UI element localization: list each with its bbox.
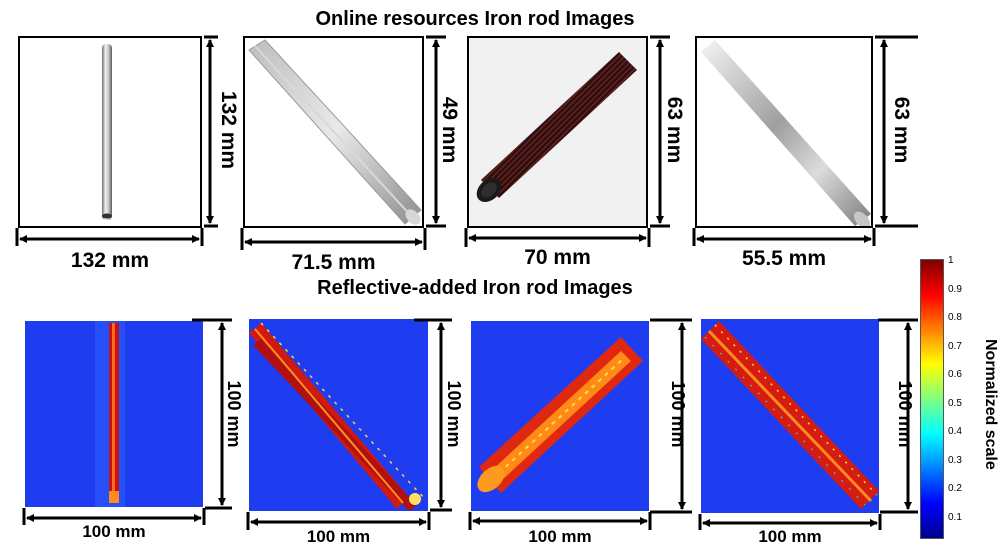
colorbar-tick-label: 0.8 [948,312,962,323]
colorbar-tick-label: 1 [948,255,954,266]
brushed-rod-drawing [248,39,422,225]
top-1-height-label: 132 mm [217,90,240,170]
rod-photo-2 [243,36,424,228]
thermal-image-2 [249,319,428,511]
bottom-3-height-label: 100 mm [668,380,688,448]
colorbar [920,259,944,539]
rod-photo-4 [695,36,873,228]
top-section-title: Online resources Iron rod Images [315,8,635,30]
thermal-image-1 [25,321,203,507]
colorbar-title: Normalized scale [982,339,999,470]
top-3-width-label: 70 mm [524,246,591,269]
bottom-1-width-label: 100 mm [82,522,146,541]
thermal-image-3 [471,321,649,511]
thermal-diagonal-rod [701,319,879,513]
colorbar-tick-label: 0.6 [948,369,962,380]
thermal-image-4 [701,319,879,513]
top-2-width-label: 71.5 mm [291,251,376,274]
bottom-3-width-label: 100 mm [528,527,592,546]
colorbar-tick-label: 0.3 [948,454,962,466]
vertical-rod-drawing [102,44,112,220]
top-4-width-label: 55.5 mm [741,247,827,270]
colorbar-tick-label: 0.7 [948,340,962,352]
bottom-4-height-label: 100 mm [895,380,915,448]
top-3-height-label: 63 mm [663,96,686,164]
top-4-height-label: 63 mm [890,96,913,164]
thermal-thick-rod [471,321,649,511]
colorbar-tick-label: 0.5 [948,397,962,409]
bottom-2-width-label: 100 mm [306,527,371,546]
rod-photo-1 [18,36,202,228]
rod-photo-3 [467,36,648,228]
colorbar-tick-label: 0.1 [948,511,962,523]
thermal-vertical-rod [25,321,203,507]
thermal-double-rod [249,319,428,511]
colorbar-tick-label: 0.9 [948,283,962,295]
bottom-section-title: Reflective-added Iron rod Images [317,277,633,299]
bottom-1-height-label: 100 mm [224,380,244,448]
colorbar-tick-label: 0.4 [948,426,962,437]
bottom-2-height-label: 100 mm [444,380,464,448]
top-1-width-label: 132 mm [70,249,150,272]
polished-rod-drawing [701,40,871,226]
threaded-rod-drawing [476,52,637,203]
colorbar-tick-label: 0.2 [948,483,962,494]
bottom-4-width-label: 100 mm [758,527,822,546]
top-2-height-label: 49 mm [438,96,461,164]
